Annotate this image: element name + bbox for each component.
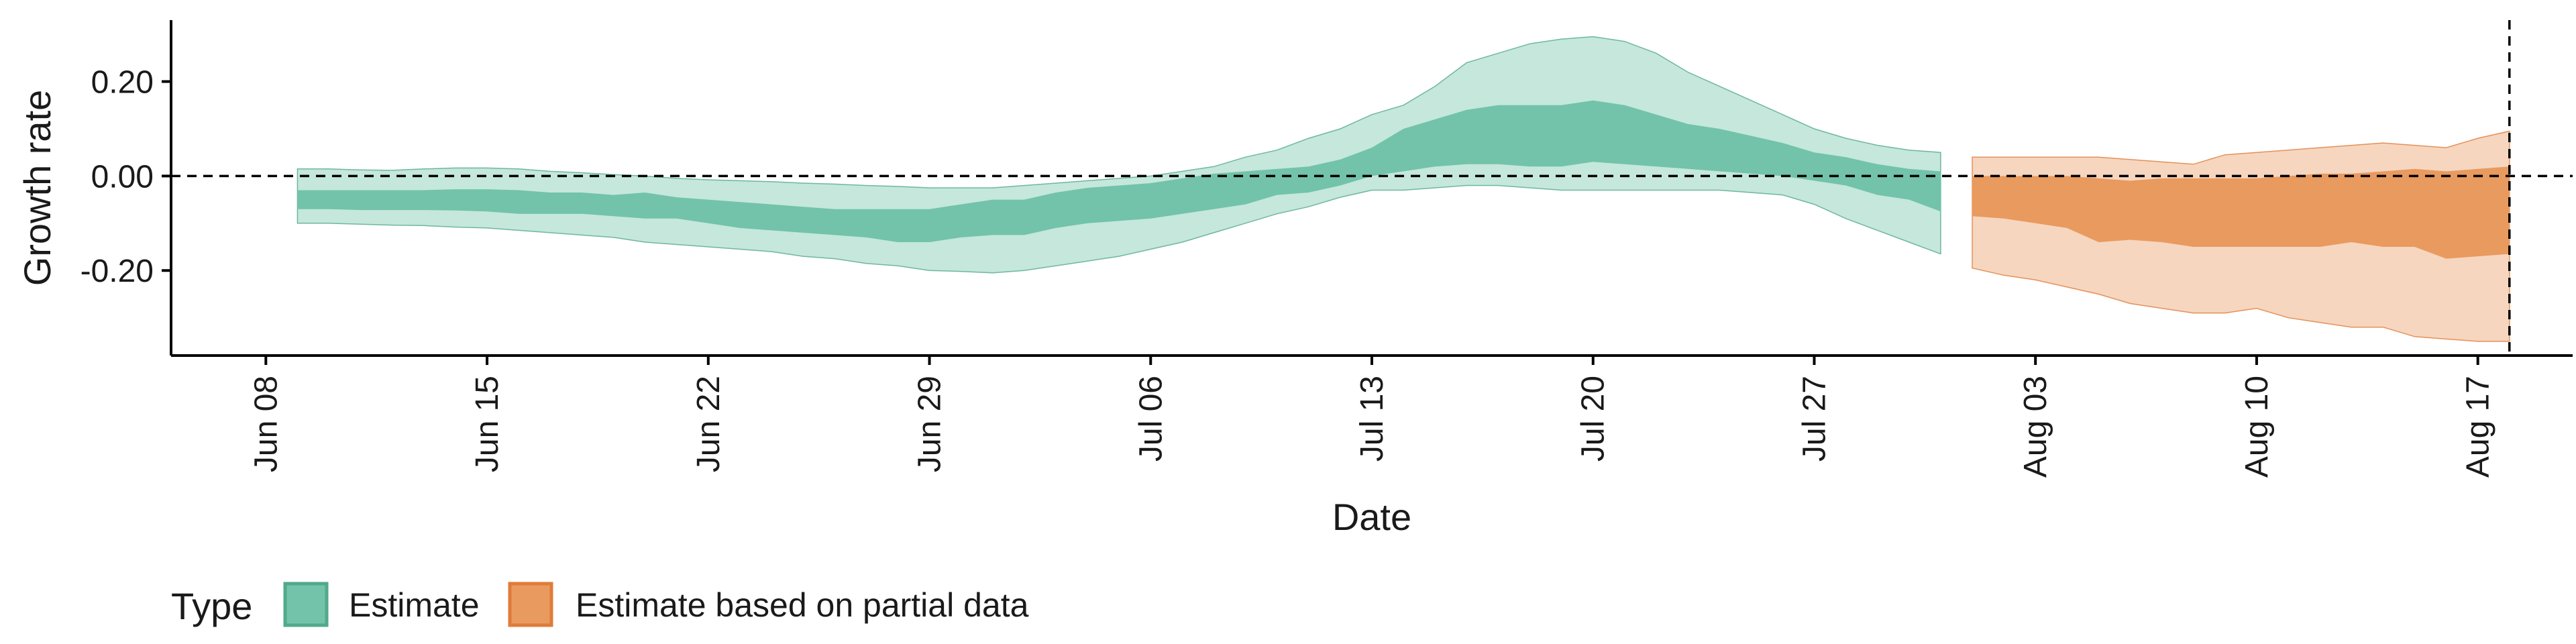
- x-tick-label: Jul 27: [1796, 376, 1832, 462]
- legend: Type Estimate Estimate based on partial …: [171, 582, 1029, 627]
- legend-label-partial-data: Estimate based on partial data: [576, 586, 1029, 624]
- band-layer: [297, 36, 2510, 342]
- reference-lines: [171, 20, 2573, 356]
- x-tick-label: Jun 15: [470, 376, 505, 472]
- x-tick-label: Jul 06: [1133, 376, 1169, 462]
- y-tick-label: 0.00: [91, 159, 154, 195]
- x-tick-label: Aug 10: [2239, 376, 2275, 478]
- band-inner-estimate: [297, 100, 1941, 242]
- legend-key-estimate: [283, 582, 329, 627]
- x-tick-label: Jun 22: [691, 376, 727, 472]
- legend-title: Type: [171, 585, 252, 627]
- x-tick-label: Aug 03: [2018, 376, 2053, 478]
- y-axis-title: Growth rate: [16, 90, 58, 286]
- legend-label-estimate: Estimate: [349, 586, 480, 624]
- x-tick-label: Jul 20: [1576, 376, 1611, 462]
- x-ticks: Jun 08 Jun 15 Jun 22 Jun 29 Jul 06 Jul 13 Jul …: [248, 356, 2496, 478]
- y-ticks: -0.20 0.00 0.20: [80, 65, 171, 289]
- y-tick-label: -0.20: [80, 254, 154, 289]
- x-tick-label: Jul 13: [1354, 376, 1390, 462]
- legend-key-partial-data: [508, 582, 553, 627]
- x-tick-label: Jun 29: [912, 376, 948, 472]
- x-axis-title: Date: [1332, 496, 1411, 538]
- x-tick-label: Aug 17: [2461, 376, 2496, 478]
- band-inner-partial-data: [1972, 166, 2510, 259]
- x-tick-label: Jun 08: [248, 376, 284, 472]
- y-tick-label: 0.20: [91, 65, 154, 101]
